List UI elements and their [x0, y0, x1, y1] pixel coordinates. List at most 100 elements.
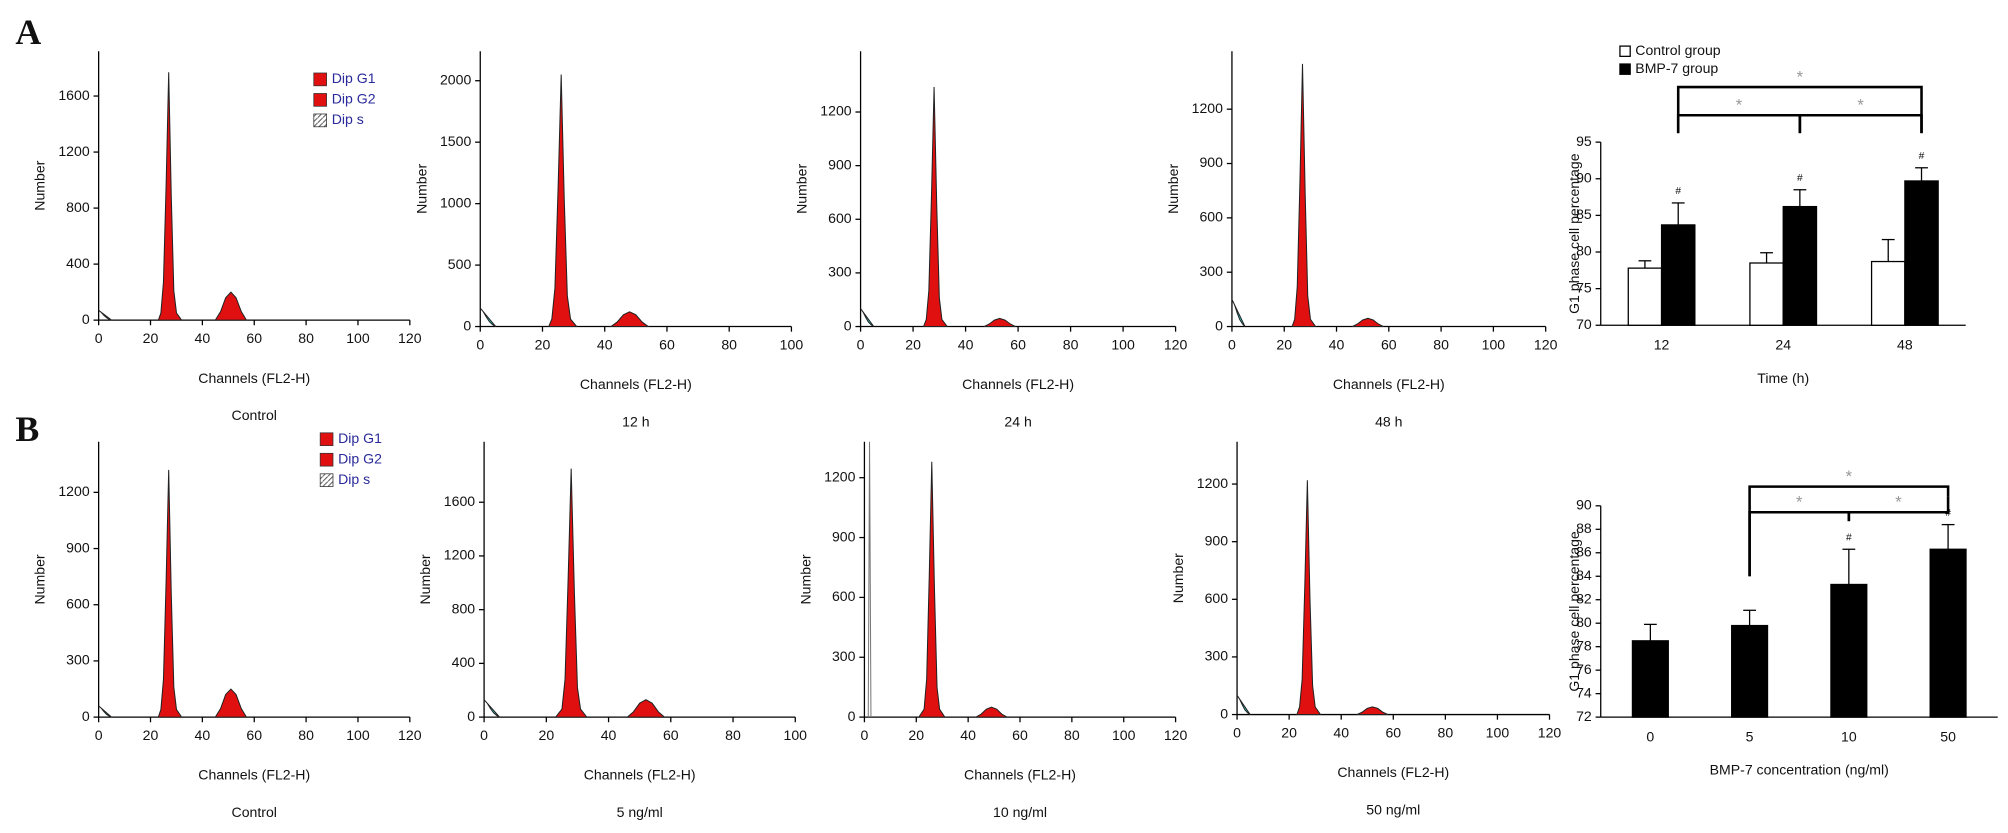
caption: 24 h: [1004, 413, 1031, 429]
histogram-area: [860, 308, 875, 327]
y-tick-label: 1200: [58, 143, 89, 159]
x-tick-label: 20: [143, 727, 159, 743]
histogram-area: [1236, 695, 1251, 715]
legend-label: Dip G2: [338, 450, 382, 466]
x-tick-label: 100: [1486, 724, 1510, 740]
y-tick-label: 900: [832, 528, 856, 544]
x-tick-label: 0: [860, 727, 868, 743]
histogram-area: [917, 461, 946, 718]
x-tick-label: 120: [1164, 336, 1188, 352]
y-tick-label: 1200: [820, 103, 851, 119]
x-tick-label: 40: [1333, 724, 1349, 740]
histogram-area: [1291, 63, 1317, 328]
x-tick-label: 100: [780, 336, 804, 352]
x-tick-label: 0: [857, 336, 865, 352]
legend-swatch: [313, 93, 327, 107]
x-tick-label: 0: [1646, 728, 1654, 744]
x-axis-label: Channels (FL2-H): [580, 376, 692, 392]
histogram-area: [867, 441, 872, 718]
bracket-label: *: [1846, 467, 1853, 486]
legend-swatch: [313, 72, 327, 87]
y-tick-label: 300: [66, 652, 90, 668]
x-tick-label: 0: [1233, 724, 1241, 740]
y-tick-label: 78: [1576, 637, 1592, 653]
y-axis-label: G1 phase cell percentage: [1566, 531, 1582, 692]
histogram-area: [1296, 480, 1322, 716]
bar: [1627, 267, 1663, 326]
x-tick-label: 100: [1112, 727, 1136, 743]
y-tick-label: 600: [1205, 590, 1229, 606]
y-tick-label: 80: [1576, 243, 1592, 259]
x-tick-label: 20: [538, 727, 554, 743]
x-tick-label: 80: [721, 336, 737, 352]
bar: [1870, 260, 1906, 326]
x-tick-label: 60: [246, 727, 262, 743]
histogram-area: [554, 468, 588, 718]
bracket-label: *: [1857, 96, 1864, 115]
y-axis-label: Number: [413, 164, 429, 214]
caption: 5 ng/ml: [617, 804, 663, 820]
x-tick-label: 40: [597, 336, 613, 352]
x-tick-label: 40: [1329, 336, 1345, 352]
y-tick-label: 900: [66, 539, 90, 555]
x-tick-label: 48: [1897, 336, 1913, 352]
legend-swatch: [319, 473, 334, 487]
histogram-area: [157, 469, 183, 718]
x-tick-label: 40: [601, 727, 617, 743]
caption: 10 ng/ml: [993, 804, 1047, 820]
y-tick-label: 82: [1576, 590, 1592, 606]
significance-mark: #: [1675, 186, 1681, 197]
x-tick-label: 0: [95, 330, 103, 346]
x-tick-label: 40: [195, 330, 211, 346]
significance-bracket: [1676, 85, 1923, 134]
legend-swatch: [1619, 45, 1631, 57]
y-tick-label: 0: [844, 317, 852, 333]
y-tick-label: 300: [828, 264, 852, 280]
y-tick-label: 0: [82, 708, 90, 724]
y-tick-label: 1500: [440, 133, 471, 149]
x-tick-label: 60: [246, 330, 262, 346]
histogram-area: [214, 688, 248, 718]
x-tick-label: 60: [1385, 724, 1401, 740]
legend-label: Dip G1: [332, 70, 376, 86]
y-tick-label: 600: [1199, 209, 1223, 225]
x-axis-label: Channels (FL2-H): [1333, 376, 1445, 392]
x-axis-label: BMP-7 concentration (ng/ml): [1710, 762, 1889, 778]
legend-label: BMP-7 group: [1635, 60, 1718, 76]
x-axis-label: Time (h): [1757, 370, 1809, 386]
histogram-area: [1231, 299, 1246, 327]
y-axis-label: Number: [417, 554, 433, 604]
x-tick-label: 80: [725, 727, 741, 743]
x-tick-label: 80: [1064, 727, 1080, 743]
histogram-area: [1356, 706, 1389, 716]
x-axis-label: Channels (FL2-H): [584, 767, 696, 783]
legend-swatch: [319, 432, 334, 447]
y-tick-label: 74: [1576, 684, 1592, 700]
y-tick-label: 70: [1576, 316, 1592, 332]
y-tick-label: 88: [1576, 520, 1592, 536]
histogram-area: [214, 291, 248, 321]
y-tick-label: 800: [452, 600, 476, 616]
histogram-area: [547, 74, 578, 328]
bar: [1782, 205, 1818, 326]
y-tick-label: 1600: [58, 87, 89, 103]
y-tick-label: 1200: [824, 468, 855, 484]
legend-label: Dip s: [332, 111, 364, 127]
y-tick-label: 0: [467, 708, 475, 724]
x-axis-label: Channels (FL2-H): [198, 767, 310, 783]
bar: [1904, 180, 1939, 326]
significance-bracket: [1798, 113, 1923, 134]
bracket-label: *: [1736, 96, 1743, 115]
caption: 50 ng/ml: [1366, 801, 1420, 817]
histogram-area: [157, 72, 183, 321]
y-tick-label: 900: [1199, 154, 1223, 170]
x-tick-label: 20: [535, 336, 551, 352]
legend-label: Dip G2: [332, 91, 376, 107]
y-tick-label: 300: [832, 648, 856, 664]
y-tick-label: 600: [832, 588, 856, 604]
x-tick-label: 80: [1433, 336, 1449, 352]
histogram-area: [98, 705, 112, 718]
y-axis-label: Number: [1170, 553, 1186, 603]
x-axis-label: Channels (FL2-H): [198, 370, 310, 386]
